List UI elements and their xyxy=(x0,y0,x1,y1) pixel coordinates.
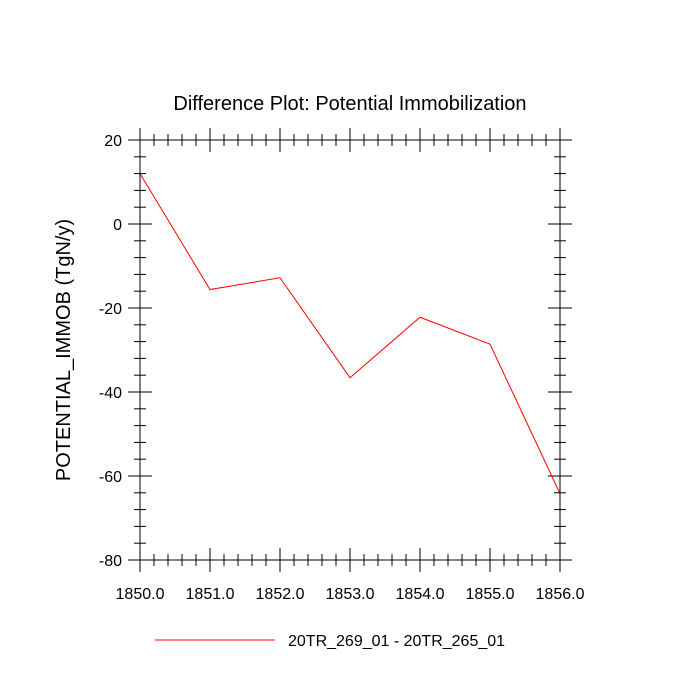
x-tick-label: 1853.0 xyxy=(326,586,375,603)
x-tick-label: 1856.0 xyxy=(536,586,585,603)
legend: 20TR_269_01 - 20TR_265_01 xyxy=(155,633,505,650)
y-tick-label: -20 xyxy=(99,301,122,318)
y-tick-label: -60 xyxy=(99,469,122,486)
y-tick-label: -40 xyxy=(99,385,122,402)
axis-ticks xyxy=(128,128,572,572)
series-line xyxy=(139,173,561,494)
plot-frame xyxy=(139,139,561,561)
x-tick-label: 1855.0 xyxy=(466,586,515,603)
x-tick-label: 1852.0 xyxy=(256,586,305,603)
y-tick-label: 0 xyxy=(113,217,122,234)
tick-labels: 20 0 -20 -40 -60 -80 1850.0 1851.0 1852.0 1853.0 1… xyxy=(99,133,585,603)
y-axis-label: POTENTIAL_IMMOB (TgN/y) xyxy=(53,219,75,481)
y-tick-label: -80 xyxy=(99,553,122,570)
legend-label: 20TR_269_01 - 20TR_265_01 xyxy=(288,633,505,650)
x-tick-label: 1851.0 xyxy=(186,586,235,603)
x-tick-label: 1854.0 xyxy=(396,586,445,603)
y-tick-label: 20 xyxy=(104,133,122,150)
series-layer xyxy=(139,173,561,494)
x-tick-label: 1850.0 xyxy=(116,586,165,603)
chart-title: Difference Plot: Potential Immobilizatio… xyxy=(173,93,526,115)
